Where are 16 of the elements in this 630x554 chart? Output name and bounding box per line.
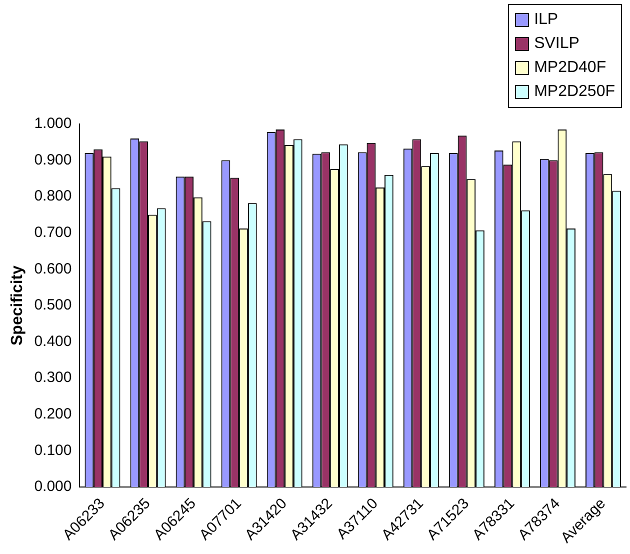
- y-tick-label: 0.700: [34, 224, 72, 242]
- y-tick-label: 0.100: [34, 442, 72, 459]
- legend-label: SVILP: [534, 35, 580, 53]
- y-axis-title: Specificity: [9, 265, 26, 346]
- legend-label: MP2D40F: [534, 59, 606, 77]
- legend-label: ILP: [534, 11, 558, 29]
- y-tick-label: 0.800: [34, 188, 72, 205]
- legend-label: MP2D250F: [534, 83, 615, 101]
- y-tick-label: 1.000: [34, 115, 72, 132]
- y-tick-label: 0.300: [34, 369, 72, 386]
- y-tick-label: 0.500: [34, 296, 72, 314]
- y-tick-label: 0.600: [34, 260, 72, 278]
- y-tick-label: 0.200: [34, 406, 72, 423]
- y-tick-label: 0.400: [34, 332, 72, 350]
- y-tick-label: 0.000: [34, 478, 72, 496]
- y-tick-label: 0.900: [34, 151, 72, 168]
